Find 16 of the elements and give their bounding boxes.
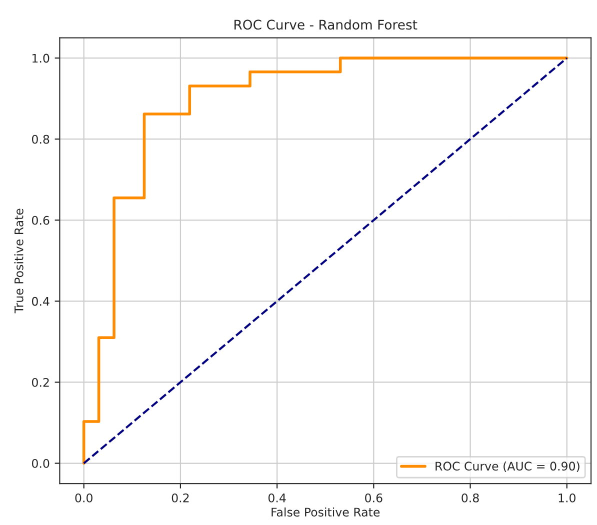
y-tick-label: 0.4 <box>32 296 50 306</box>
y-tick-label: 0.6 <box>32 216 50 225</box>
x-tick-label: 0.2 <box>172 493 189 502</box>
y-tick-label: 0.2 <box>32 378 49 387</box>
x-axis-title: False Positive Rate <box>272 507 380 517</box>
chart-title: ROC Curve - Random Forest <box>234 19 418 30</box>
x-tick-label: 1.0 <box>558 493 576 502</box>
x-tick-label: 0.4 <box>268 493 286 502</box>
legend-label: ROC Curve (AUC = 0.90) <box>436 461 580 472</box>
y-tick-label: 1.0 <box>32 54 50 63</box>
y-axis-title: True Positive Rate <box>14 208 24 314</box>
x-tick-label: 0.0 <box>75 493 92 502</box>
x-tick-label: 0.6 <box>365 493 382 502</box>
x-tick-label: 0.8 <box>462 493 479 502</box>
y-tick-label: 0.8 <box>32 134 50 144</box>
y-tick-label: 0.0 <box>32 458 50 468</box>
